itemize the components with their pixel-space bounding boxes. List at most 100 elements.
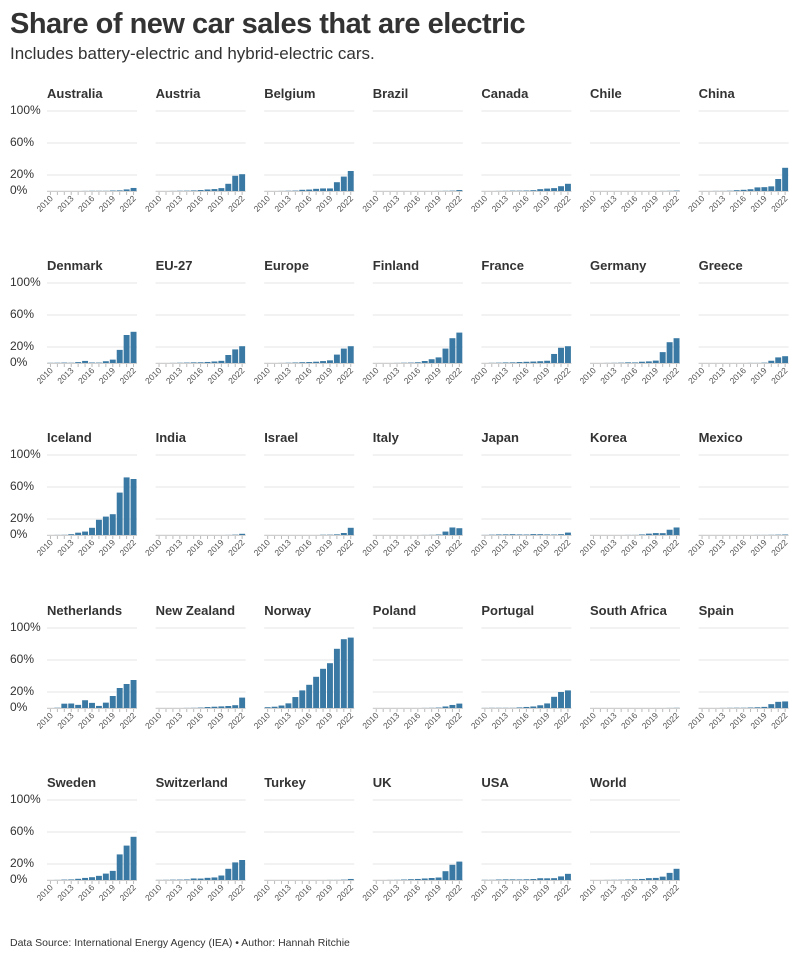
bar-netherlands-2015[interactable] xyxy=(82,700,89,708)
bar-europe-2021[interactable] xyxy=(340,348,347,363)
bar-korea-2018[interactable] xyxy=(645,533,652,535)
bar-switzerland-2020[interactable] xyxy=(225,868,232,880)
bar-china-2021[interactable] xyxy=(775,179,782,191)
bar-europe-2018[interactable] xyxy=(320,361,327,363)
bar-portugal-2018[interactable] xyxy=(537,705,544,708)
bar-world-2018[interactable] xyxy=(645,878,652,880)
bar-china-2020[interactable] xyxy=(768,186,775,191)
bar-spain-2020[interactable] xyxy=(768,704,775,708)
bar-usa-2015[interactable] xyxy=(516,879,523,880)
bar-eu-27-2022[interactable] xyxy=(239,346,246,363)
bar-world-2019[interactable] xyxy=(652,877,659,880)
bar-belgium-2022[interactable] xyxy=(347,171,354,191)
bar-norway-2021[interactable] xyxy=(340,639,347,708)
bar-italy-2020[interactable] xyxy=(442,531,449,535)
bar-netherlands-2021[interactable] xyxy=(123,684,130,708)
bar-eu-27-2018[interactable] xyxy=(211,361,218,363)
bar-uk-2019[interactable] xyxy=(435,877,442,880)
bar-finland-2016[interactable] xyxy=(414,362,421,363)
bar-austria-2020[interactable] xyxy=(225,183,232,191)
bar-usa-2021[interactable] xyxy=(558,876,564,880)
bar-belgium-2015[interactable] xyxy=(299,189,306,191)
bar-sweden-2021[interactable] xyxy=(123,845,130,880)
bar-world-2020[interactable] xyxy=(659,876,666,880)
bar-canada-2022[interactable] xyxy=(564,183,571,191)
bar-norway-2016[interactable] xyxy=(306,684,313,708)
bar-korea-2020[interactable] xyxy=(659,533,666,535)
bar-spain-2022[interactable] xyxy=(782,701,789,708)
bar-usa-2018[interactable] xyxy=(537,878,544,880)
bar-europe-2022[interactable] xyxy=(347,346,354,363)
bar-iceland-2022[interactable] xyxy=(130,479,137,535)
bar-poland-2021[interactable] xyxy=(449,704,456,708)
bar-netherlands-2018[interactable] xyxy=(102,702,109,708)
bar-japan-2021[interactable] xyxy=(558,534,564,535)
bar-finland-2017[interactable] xyxy=(421,361,428,363)
bar-denmark-2021[interactable] xyxy=(123,335,130,363)
bar-korea-2021[interactable] xyxy=(666,529,673,535)
bar-france-2017[interactable] xyxy=(530,361,537,363)
bar-denmark-2018[interactable] xyxy=(102,361,109,363)
bar-austria-2016[interactable] xyxy=(197,190,204,191)
bar-uk-2022[interactable] xyxy=(456,861,463,880)
bar-new-zealand-2021[interactable] xyxy=(232,705,239,708)
bar-germany-2022[interactable] xyxy=(673,338,680,363)
bar-spain-2018[interactable] xyxy=(754,707,761,708)
bar-israel-2020[interactable] xyxy=(333,534,340,535)
bar-world-2022[interactable] xyxy=(673,868,680,880)
bar-norway-2018[interactable] xyxy=(320,668,327,708)
bar-denmark-2022[interactable] xyxy=(130,331,137,363)
bar-belgium-2021[interactable] xyxy=(340,176,347,191)
bar-denmark-2020[interactable] xyxy=(116,349,123,363)
bar-poland-2020[interactable] xyxy=(442,706,449,708)
bar-switzerland-2015[interactable] xyxy=(190,878,197,880)
bar-france-2016[interactable] xyxy=(523,361,530,363)
bar-world-2016[interactable] xyxy=(632,879,638,880)
bar-china-2022[interactable] xyxy=(782,167,789,191)
bar-eu-27-2015[interactable] xyxy=(190,362,197,363)
bar-norway-2011[interactable] xyxy=(271,706,278,708)
bar-new-zealand-2022[interactable] xyxy=(239,697,246,708)
bar-switzerland-2019[interactable] xyxy=(218,875,225,880)
bar-usa-2022[interactable] xyxy=(564,873,571,880)
bar-norway-2015[interactable] xyxy=(299,690,306,708)
bar-australia-2022[interactable] xyxy=(130,187,137,191)
bar-new-zealand-2017[interactable] xyxy=(204,707,211,708)
bar-japan-2012[interactable] xyxy=(495,534,502,535)
bar-norway-2014[interactable] xyxy=(292,697,299,708)
bar-netherlands-2019[interactable] xyxy=(109,696,116,708)
bar-france-2019[interactable] xyxy=(544,360,551,363)
bar-japan-2019[interactable] xyxy=(544,534,551,535)
bar-netherlands-2020[interactable] xyxy=(116,688,123,708)
bar-austria-2015[interactable] xyxy=(190,190,197,191)
bar-portugal-2021[interactable] xyxy=(558,692,564,708)
bar-france-2015[interactable] xyxy=(516,362,523,363)
bar-norway-2017[interactable] xyxy=(313,676,320,708)
bar-belgium-2020[interactable] xyxy=(333,182,340,191)
bar-netherlands-2017[interactable] xyxy=(95,705,102,708)
bar-japan-2018[interactable] xyxy=(537,534,544,535)
bar-uk-2016[interactable] xyxy=(414,878,421,880)
bar-uk-2021[interactable] xyxy=(449,864,456,880)
bar-europe-2020[interactable] xyxy=(333,354,340,363)
bar-sweden-2015[interactable] xyxy=(82,877,89,880)
bar-portugal-2020[interactable] xyxy=(551,696,558,708)
bar-eu-27-2019[interactable] xyxy=(218,360,225,363)
bar-france-2014[interactable] xyxy=(509,362,516,363)
bar-iceland-2016[interactable] xyxy=(89,527,95,535)
bar-netherlands-2016[interactable] xyxy=(89,702,95,708)
bar-new-zealand-2020[interactable] xyxy=(225,706,232,708)
bar-india-2022[interactable] xyxy=(239,533,246,535)
bar-korea-2019[interactable] xyxy=(652,533,659,535)
bar-japan-2017[interactable] xyxy=(530,534,537,535)
bar-finland-2020[interactable] xyxy=(442,348,449,363)
bar-china-2017[interactable] xyxy=(747,189,754,191)
bar-denmark-2014[interactable] xyxy=(75,362,82,363)
bar-china-2016[interactable] xyxy=(740,189,747,191)
bar-uk-2018[interactable] xyxy=(428,878,435,880)
bar-germany-2020[interactable] xyxy=(659,352,666,363)
bar-netherlands-2022[interactable] xyxy=(130,680,137,708)
bar-france-2020[interactable] xyxy=(551,353,558,363)
bar-world-2021[interactable] xyxy=(666,872,673,880)
bar-austria-2017[interactable] xyxy=(204,189,211,191)
